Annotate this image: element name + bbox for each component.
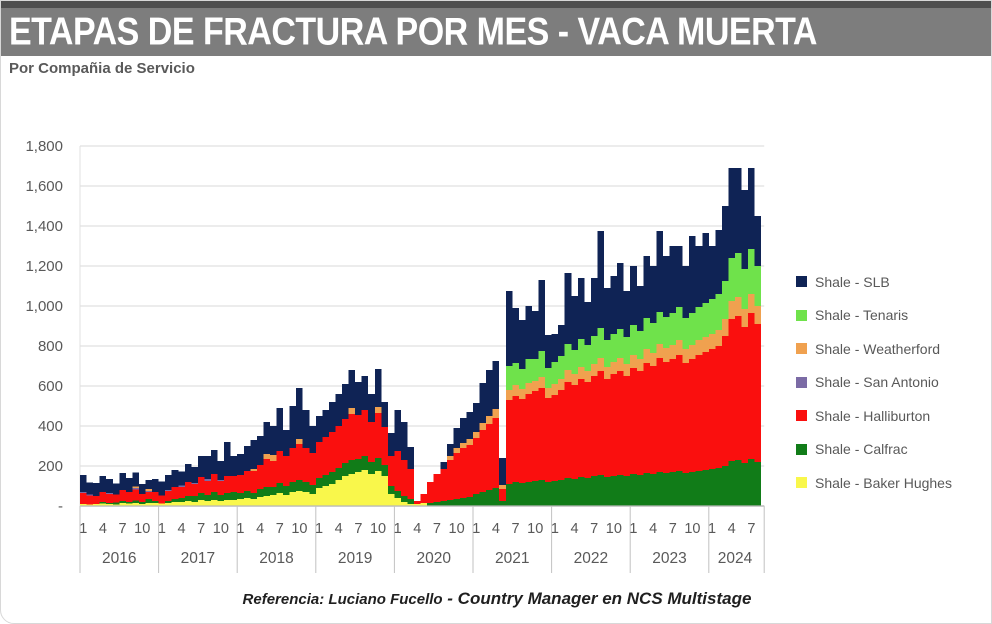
svg-text:1,200: 1,200 [25, 258, 63, 275]
svg-text:7: 7 [119, 521, 127, 537]
legend-swatch [796, 477, 807, 488]
svg-text:4: 4 [99, 521, 107, 537]
svg-text:2016: 2016 [102, 550, 136, 567]
svg-text:10: 10 [684, 521, 700, 537]
legend-label: Shale - Halliburton [815, 407, 931, 424]
svg-text:2021: 2021 [495, 550, 529, 567]
svg-text:2017: 2017 [181, 550, 215, 567]
svg-text:7: 7 [354, 521, 362, 537]
page-title: ETAPAS DE FRACTURA POR MES - VACA MUERTA [9, 9, 817, 54]
legend-swatch [796, 343, 807, 354]
title-banner: ETAPAS DE FRACTURA POR MES - VACA MUERTA [1, 1, 991, 56]
page-subtitle: Por Compañia de Servicio [9, 60, 195, 77]
svg-text:7: 7 [512, 521, 520, 537]
svg-text:1,000: 1,000 [25, 298, 63, 315]
svg-text:1: 1 [79, 521, 87, 537]
svg-text:400: 400 [38, 418, 63, 435]
svg-text:800: 800 [38, 338, 63, 355]
svg-text:4: 4 [570, 521, 578, 537]
svg-text:7: 7 [669, 521, 677, 537]
svg-text:-: - [58, 498, 63, 515]
svg-text:1: 1 [315, 521, 323, 537]
svg-text:1,400: 1,400 [25, 218, 63, 235]
svg-text:7: 7 [276, 521, 284, 537]
legend-label: Shale - SLB [815, 273, 890, 290]
svg-text:10: 10 [134, 521, 150, 537]
legend-item: Shale - Tenaris [796, 307, 952, 323]
legend-swatch [796, 376, 807, 388]
svg-text:10: 10 [370, 521, 386, 537]
legend-label: Shale - Weatherford [815, 340, 941, 357]
svg-text:2024: 2024 [718, 550, 753, 567]
legend-label: Shale - San Antonio [815, 374, 939, 390]
svg-text:4: 4 [728, 521, 736, 537]
svg-text:7: 7 [197, 521, 205, 537]
reference-prefix: Referencia: Luciano Fucello [242, 591, 443, 608]
reference-suffix: - Country Manager en NCS Multistage [442, 589, 752, 608]
svg-text:600: 600 [38, 378, 63, 395]
svg-text:4: 4 [492, 521, 500, 537]
legend-item: Shale - Baker Hughes [796, 474, 952, 491]
chart-legend: Shale - SLB Shale - Tenaris Shale - Weat… [796, 273, 952, 510]
svg-text:4: 4 [177, 521, 185, 537]
svg-text:1: 1 [236, 521, 244, 537]
svg-text:2020: 2020 [416, 550, 451, 567]
svg-text:2023: 2023 [652, 550, 686, 567]
legend-item: Shale - Weatherford [796, 340, 952, 357]
legend-label: Shale - Baker Hughes [815, 474, 952, 491]
reference-note: Referencia: Luciano Fucello - Country Ma… [1, 589, 991, 609]
svg-text:10: 10 [213, 521, 229, 537]
svg-text:2022: 2022 [574, 550, 608, 567]
svg-text:7: 7 [433, 521, 441, 537]
legend-swatch [796, 309, 807, 321]
legend-swatch [796, 276, 807, 287]
svg-text:1: 1 [551, 521, 559, 537]
svg-text:1: 1 [472, 521, 480, 537]
svg-text:4: 4 [413, 521, 421, 537]
legend-item: Shale - Halliburton [796, 407, 952, 424]
svg-text:10: 10 [527, 521, 543, 537]
legend-item: Shale - Calfrac [796, 441, 952, 457]
svg-text:1: 1 [394, 521, 402, 537]
svg-text:1,600: 1,600 [25, 178, 63, 195]
svg-text:1: 1 [158, 521, 166, 537]
svg-text:10: 10 [449, 521, 465, 537]
svg-text:4: 4 [335, 521, 343, 537]
legend-swatch [796, 443, 807, 455]
svg-text:7: 7 [590, 521, 598, 537]
legend-label: Shale - Calfrac [815, 441, 908, 457]
svg-text:4: 4 [649, 521, 657, 537]
legend-swatch [796, 410, 807, 421]
svg-text:1: 1 [629, 521, 637, 537]
svg-text:4: 4 [256, 521, 264, 537]
svg-text:1: 1 [708, 521, 716, 537]
legend-item: Shale - SLB [796, 273, 952, 290]
svg-text:10: 10 [606, 521, 622, 537]
svg-text:2019: 2019 [338, 550, 372, 567]
svg-text:1,800: 1,800 [25, 138, 63, 155]
legend-item: Shale - San Antonio [796, 374, 952, 390]
svg-text:200: 200 [38, 458, 63, 475]
svg-text:2018: 2018 [259, 550, 293, 567]
svg-text:10: 10 [291, 521, 307, 537]
svg-text:7: 7 [747, 521, 755, 537]
legend-label: Shale - Tenaris [815, 307, 909, 323]
